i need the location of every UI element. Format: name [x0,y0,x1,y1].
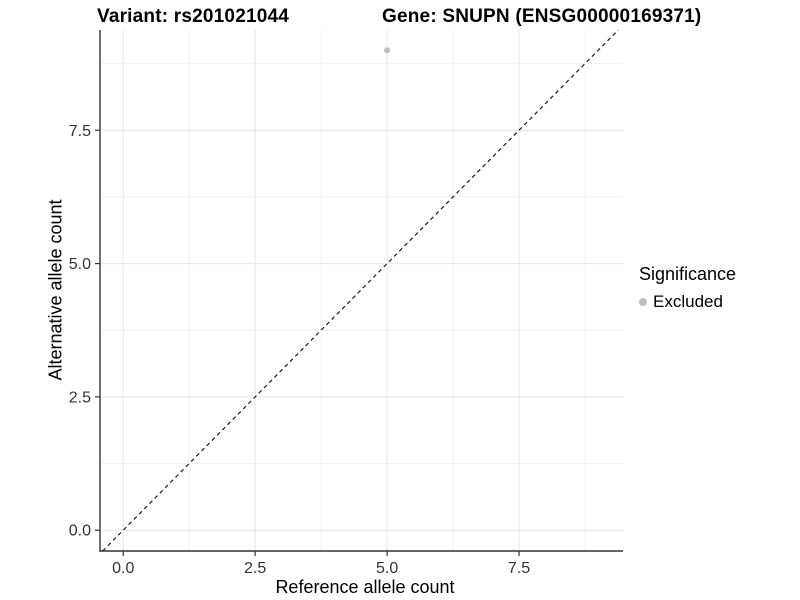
y-tick-label: 0.0 [69,523,91,540]
data-point [384,47,391,54]
x-tick-label: 5.0 [376,560,398,577]
x-tick-label: 0.0 [112,560,134,577]
y-tick-label: 5.0 [69,256,91,273]
identity-reference-line [102,29,619,552]
legend-title: Significance [639,264,737,284]
legend-item-label: Excluded [653,292,723,311]
x-axis-title: Reference allele count [275,577,455,597]
x-tick-label: 2.5 [244,560,266,577]
y-tick-label: 2.5 [69,389,91,406]
excluded-point-icon [639,298,647,306]
y-tick-label: 7.5 [69,123,91,140]
legend: Significance Excluded [639,264,736,312]
x-tick-label: 7.5 [508,560,530,577]
y-axis-title: Alternative allele count [45,199,66,381]
legend-item-excluded: Excluded [639,292,736,312]
plot-title-variant: Variant: rs201021044 [97,6,290,27]
plot-title-gene: Gene: SNUPN (ENSG00000169371) [382,6,702,27]
